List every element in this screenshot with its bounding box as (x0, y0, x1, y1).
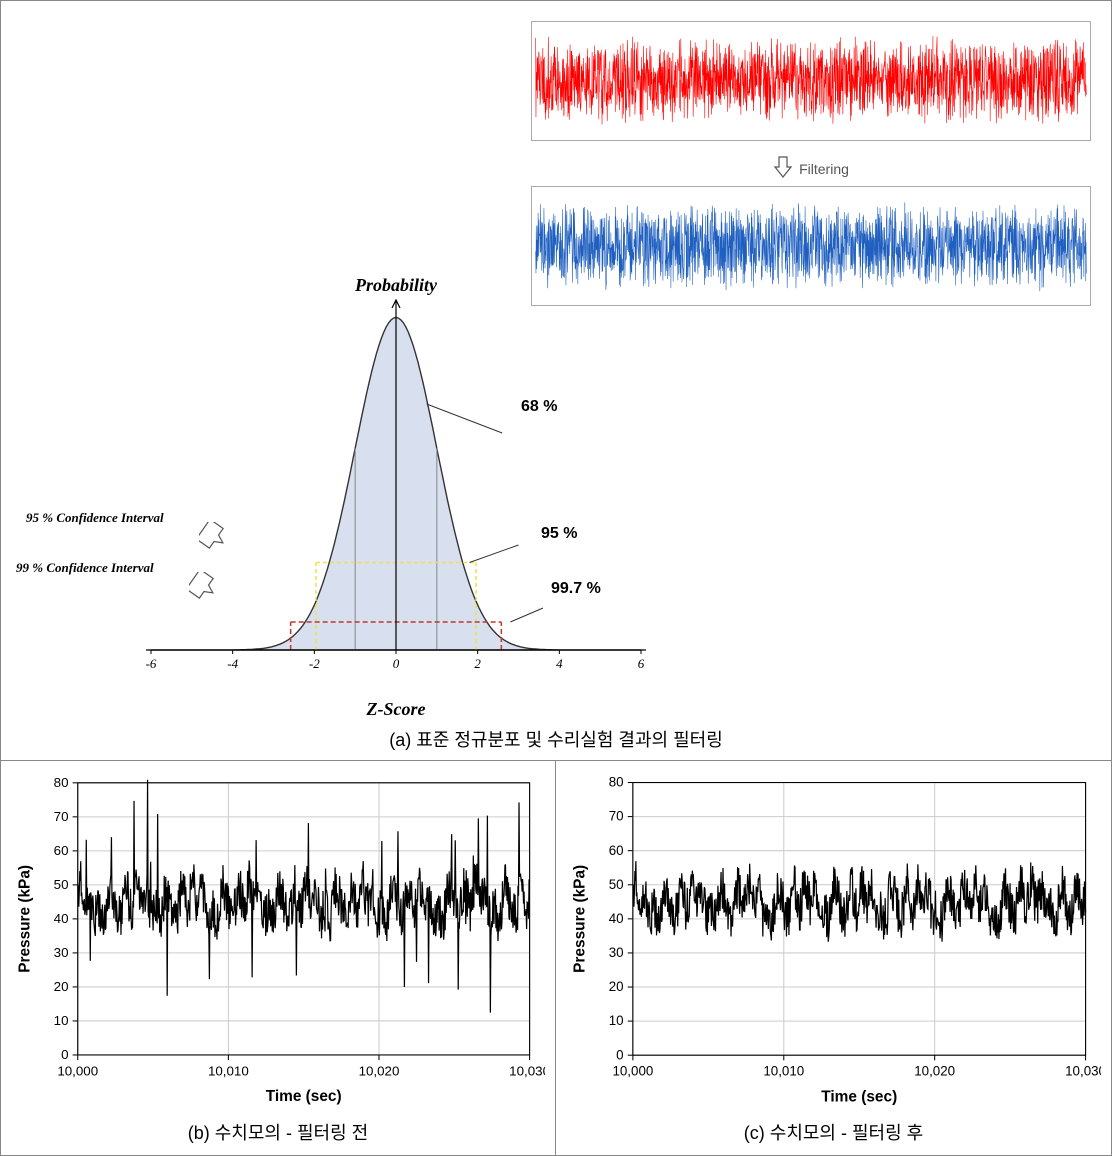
svg-text:10,030: 10,030 (1065, 1064, 1101, 1079)
ci99-text: 99 % Confidence Interval (16, 560, 154, 576)
panel-b: 0 10 20 30 40 50 60 70 80 10,000 10,010 10,020 10,03… (1, 761, 556, 1155)
panel-a-caption: (a) 표준 정규분포 및 수리실험 결과의 필터링 (1, 720, 1111, 752)
svg-text:-2: -2 (309, 656, 320, 671)
svg-text:50: 50 (54, 877, 69, 892)
bottom-row: 0 10 20 30 40 50 60 70 80 10,000 10,010 10,020 10,03… (1, 761, 1111, 1155)
svg-text:10: 10 (54, 1013, 69, 1028)
svg-text:10,010: 10,010 (208, 1064, 249, 1079)
panel-c: 0 10 20 30 40 50 60 70 80 10,000 10,010 10,020 10,03… (556, 761, 1111, 1155)
svg-text:10,000: 10,000 (57, 1064, 98, 1079)
svg-text:60: 60 (609, 843, 624, 858)
panel-c-caption: (c) 수치모의 - 필터링 후 (566, 1113, 1101, 1145)
chart-b: 0 10 20 30 40 50 60 70 80 10,000 10,010 10,020 10,03… (11, 771, 545, 1113)
svg-text:6: 6 (638, 656, 645, 671)
svg-text:2: 2 (474, 656, 481, 671)
svg-text:-6: -6 (146, 656, 157, 671)
probability-label: Probability (355, 275, 437, 296)
svg-text:-4: -4 (227, 656, 238, 671)
svg-text:10,010: 10,010 (763, 1064, 804, 1079)
svg-text:Time (sec): Time (sec) (821, 1088, 897, 1105)
ci95-arrow-icon (199, 522, 227, 550)
filtering-label-row: Filtering (531, 151, 1091, 186)
svg-text:10,020: 10,020 (914, 1064, 955, 1079)
label-68: 68 % (521, 398, 557, 416)
ci95-text: 95 % Confidence Interval (26, 510, 164, 526)
svg-text:30: 30 (609, 945, 624, 960)
svg-text:20: 20 (54, 979, 69, 994)
filtering-text: Filtering (799, 161, 849, 177)
svg-text:60: 60 (54, 843, 69, 858)
svg-text:Pressure (kPa): Pressure (kPa) (572, 865, 589, 973)
arrow-down-icon (773, 155, 793, 182)
svg-text:Time (sec): Time (sec) (266, 1088, 342, 1105)
svg-text:80: 80 (54, 775, 69, 790)
svg-text:0: 0 (616, 1047, 623, 1062)
svg-text:70: 70 (54, 809, 69, 824)
label-95: 95 % (541, 525, 577, 543)
noise-before-panel (531, 21, 1091, 146)
svg-text:0: 0 (393, 656, 400, 671)
noise-before-chart (531, 21, 1091, 141)
ci99-arrow-icon (189, 572, 217, 600)
gaussian-area: Probability -6-4-20246 Z-Score 68 % 95 %… (121, 280, 671, 700)
filtering-label: Filtering (531, 151, 1091, 186)
svg-text:Pressure (kPa): Pressure (kPa) (16, 865, 33, 973)
svg-text:20: 20 (609, 979, 624, 994)
svg-text:4: 4 (556, 656, 563, 671)
svg-text:10,030: 10,030 (509, 1064, 545, 1079)
gaussian-chart: -6 -4 -2 0 2 4 6 (121, 280, 671, 680)
svg-text:10: 10 (609, 1013, 624, 1028)
panel-a: Filtering Probability -6 -4 -2 0 2 4 6 Z-Score… (1, 1, 1111, 761)
panel-b-caption: (b) 수치모의 - 필터링 전 (11, 1113, 545, 1145)
svg-text:10,020: 10,020 (359, 1064, 400, 1079)
figure-container: Filtering Probability -6 -4 -2 0 2 4 6 Z-Score… (0, 0, 1112, 1156)
svg-text:30: 30 (54, 945, 69, 960)
svg-text:50: 50 (609, 877, 624, 892)
svg-text:40: 40 (609, 911, 624, 926)
label-997: 99.7 % (551, 580, 601, 598)
svg-text:40: 40 (54, 911, 69, 926)
svg-text:70: 70 (609, 809, 624, 824)
chart-c: 0 10 20 30 40 50 60 70 80 10,000 10,010 10,020 10,03… (566, 771, 1101, 1113)
svg-text:10,000: 10,000 (612, 1064, 653, 1079)
zscore-label: Z-Score (367, 699, 426, 720)
svg-text:80: 80 (609, 775, 624, 790)
svg-text:0: 0 (61, 1047, 68, 1062)
